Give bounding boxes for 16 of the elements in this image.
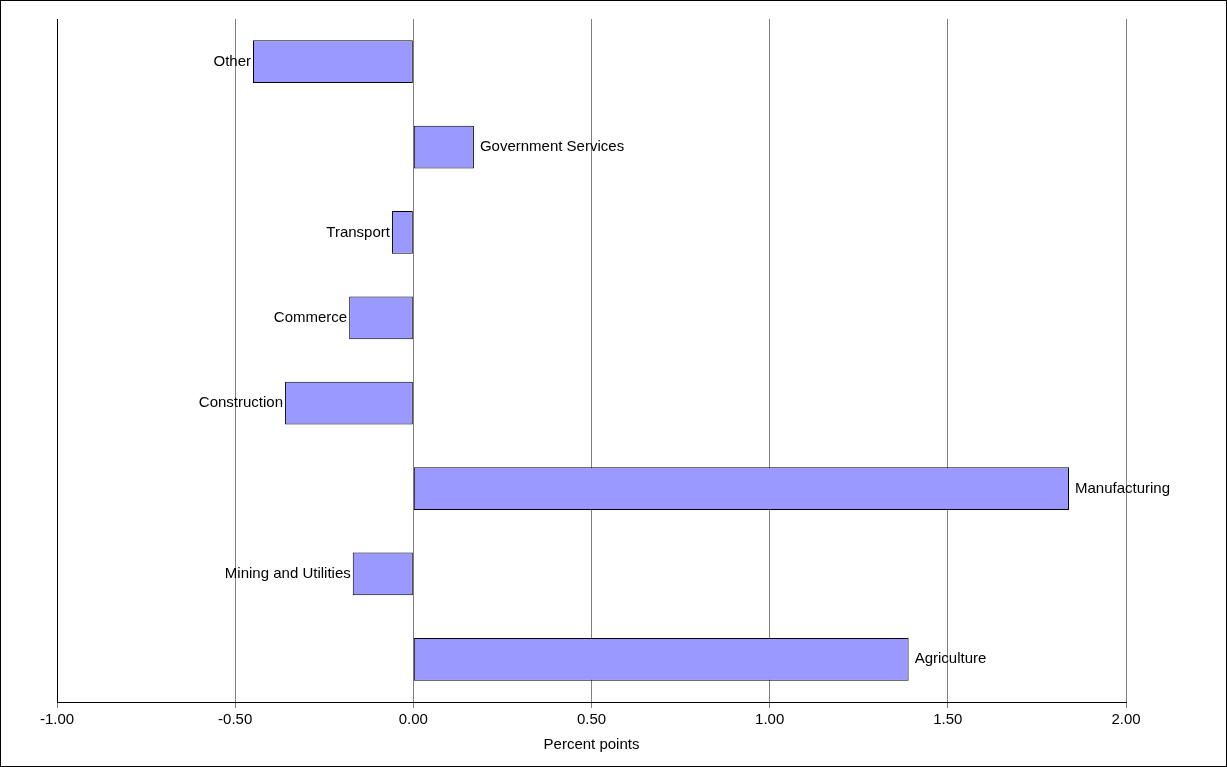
x-tick-label: 1.00 — [755, 710, 785, 728]
x-tick-label: -0.50 — [218, 710, 253, 728]
x-tick-label: 0.50 — [576, 710, 607, 728]
x-tick-label: 1.50 — [933, 710, 963, 728]
y-tick-label: Construction — [198, 393, 284, 411]
y-tick-label: Transport — [326, 222, 391, 240]
y-tick-label: Mining and Utilities — [224, 564, 351, 582]
y-tick-label: Agriculture — [914, 649, 987, 667]
y-tick-label: Manufacturing — [1074, 478, 1171, 496]
y-tick-label: Government Services — [479, 137, 625, 155]
x-tick-label: 0.00 — [398, 710, 428, 728]
x-tick-label: -1.00 — [39, 710, 75, 728]
x-axis-title: Percent points — [543, 735, 640, 753]
y-tick-label: Commerce — [273, 307, 348, 325]
x-tick-label: 2.00 — [1111, 710, 1141, 728]
y-tick-label: Other — [213, 51, 251, 69]
